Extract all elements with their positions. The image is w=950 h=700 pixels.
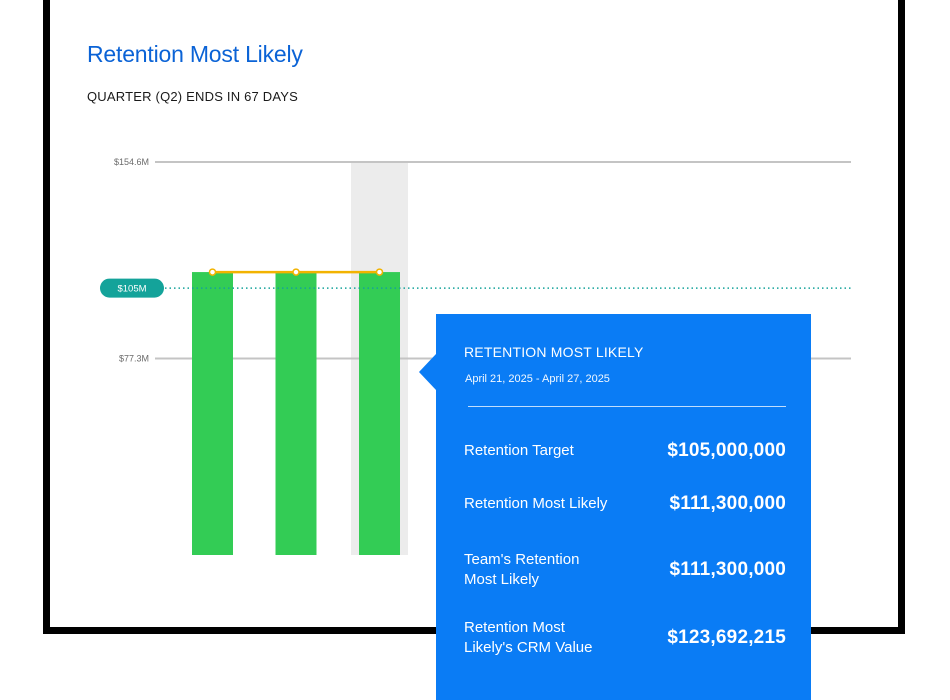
bar — [275, 272, 317, 555]
quarter-countdown: QUARTER (Q2) ENDS IN 67 DAYS — [87, 89, 298, 104]
tooltip-row-value: $111,300,000 — [669, 493, 786, 514]
bar — [359, 272, 400, 555]
tooltip-row-label: Retention Most Likely's CRM Value — [464, 619, 593, 656]
tooltip-date-range: April 21, 2025 - April 27, 2025 — [465, 373, 610, 385]
tooltip-row-value: $123,692,215 — [667, 627, 786, 648]
tooltip-row-crm-value: Retention Most Likely's CRM Value $123,6… — [464, 618, 786, 658]
bar — [192, 272, 233, 555]
tooltip-row-value: $105,000,000 — [667, 440, 786, 461]
y-tick-label: $77.3M — [119, 354, 149, 364]
target-badge-label: $105M — [117, 284, 146, 295]
tooltip-title: RETENTION MOST LIKELY — [464, 344, 644, 360]
line-point — [208, 268, 217, 276]
chart-title: Retention Most Likely — [87, 41, 303, 67]
y-tick-label: $154.6M — [114, 157, 149, 167]
tooltip-row-value: $111,300,000 — [669, 559, 786, 580]
tooltip-pointer — [419, 354, 436, 390]
tooltip-row-label: Team's Retention Most Likely — [464, 551, 580, 588]
tooltip-row-most-likely: Retention Most Likely $111,300,000 — [464, 493, 786, 515]
chart-tooltip: RETENTION MOST LIKELY April 21, 2025 - A… — [419, 314, 811, 700]
tooltip-row-team-most-likely: Team's Retention Most Likely $111,300,00… — [464, 550, 786, 590]
line-point — [375, 268, 384, 276]
tooltip-row-target: Retention Target $105,000,000 — [464, 440, 786, 462]
tooltip-row-label: Retention Most Likely — [464, 495, 608, 512]
line-point — [292, 268, 300, 276]
tooltip-divider — [468, 406, 786, 407]
target-badge — [100, 278, 164, 298]
tooltip-row-label: Retention Target — [464, 442, 574, 459]
